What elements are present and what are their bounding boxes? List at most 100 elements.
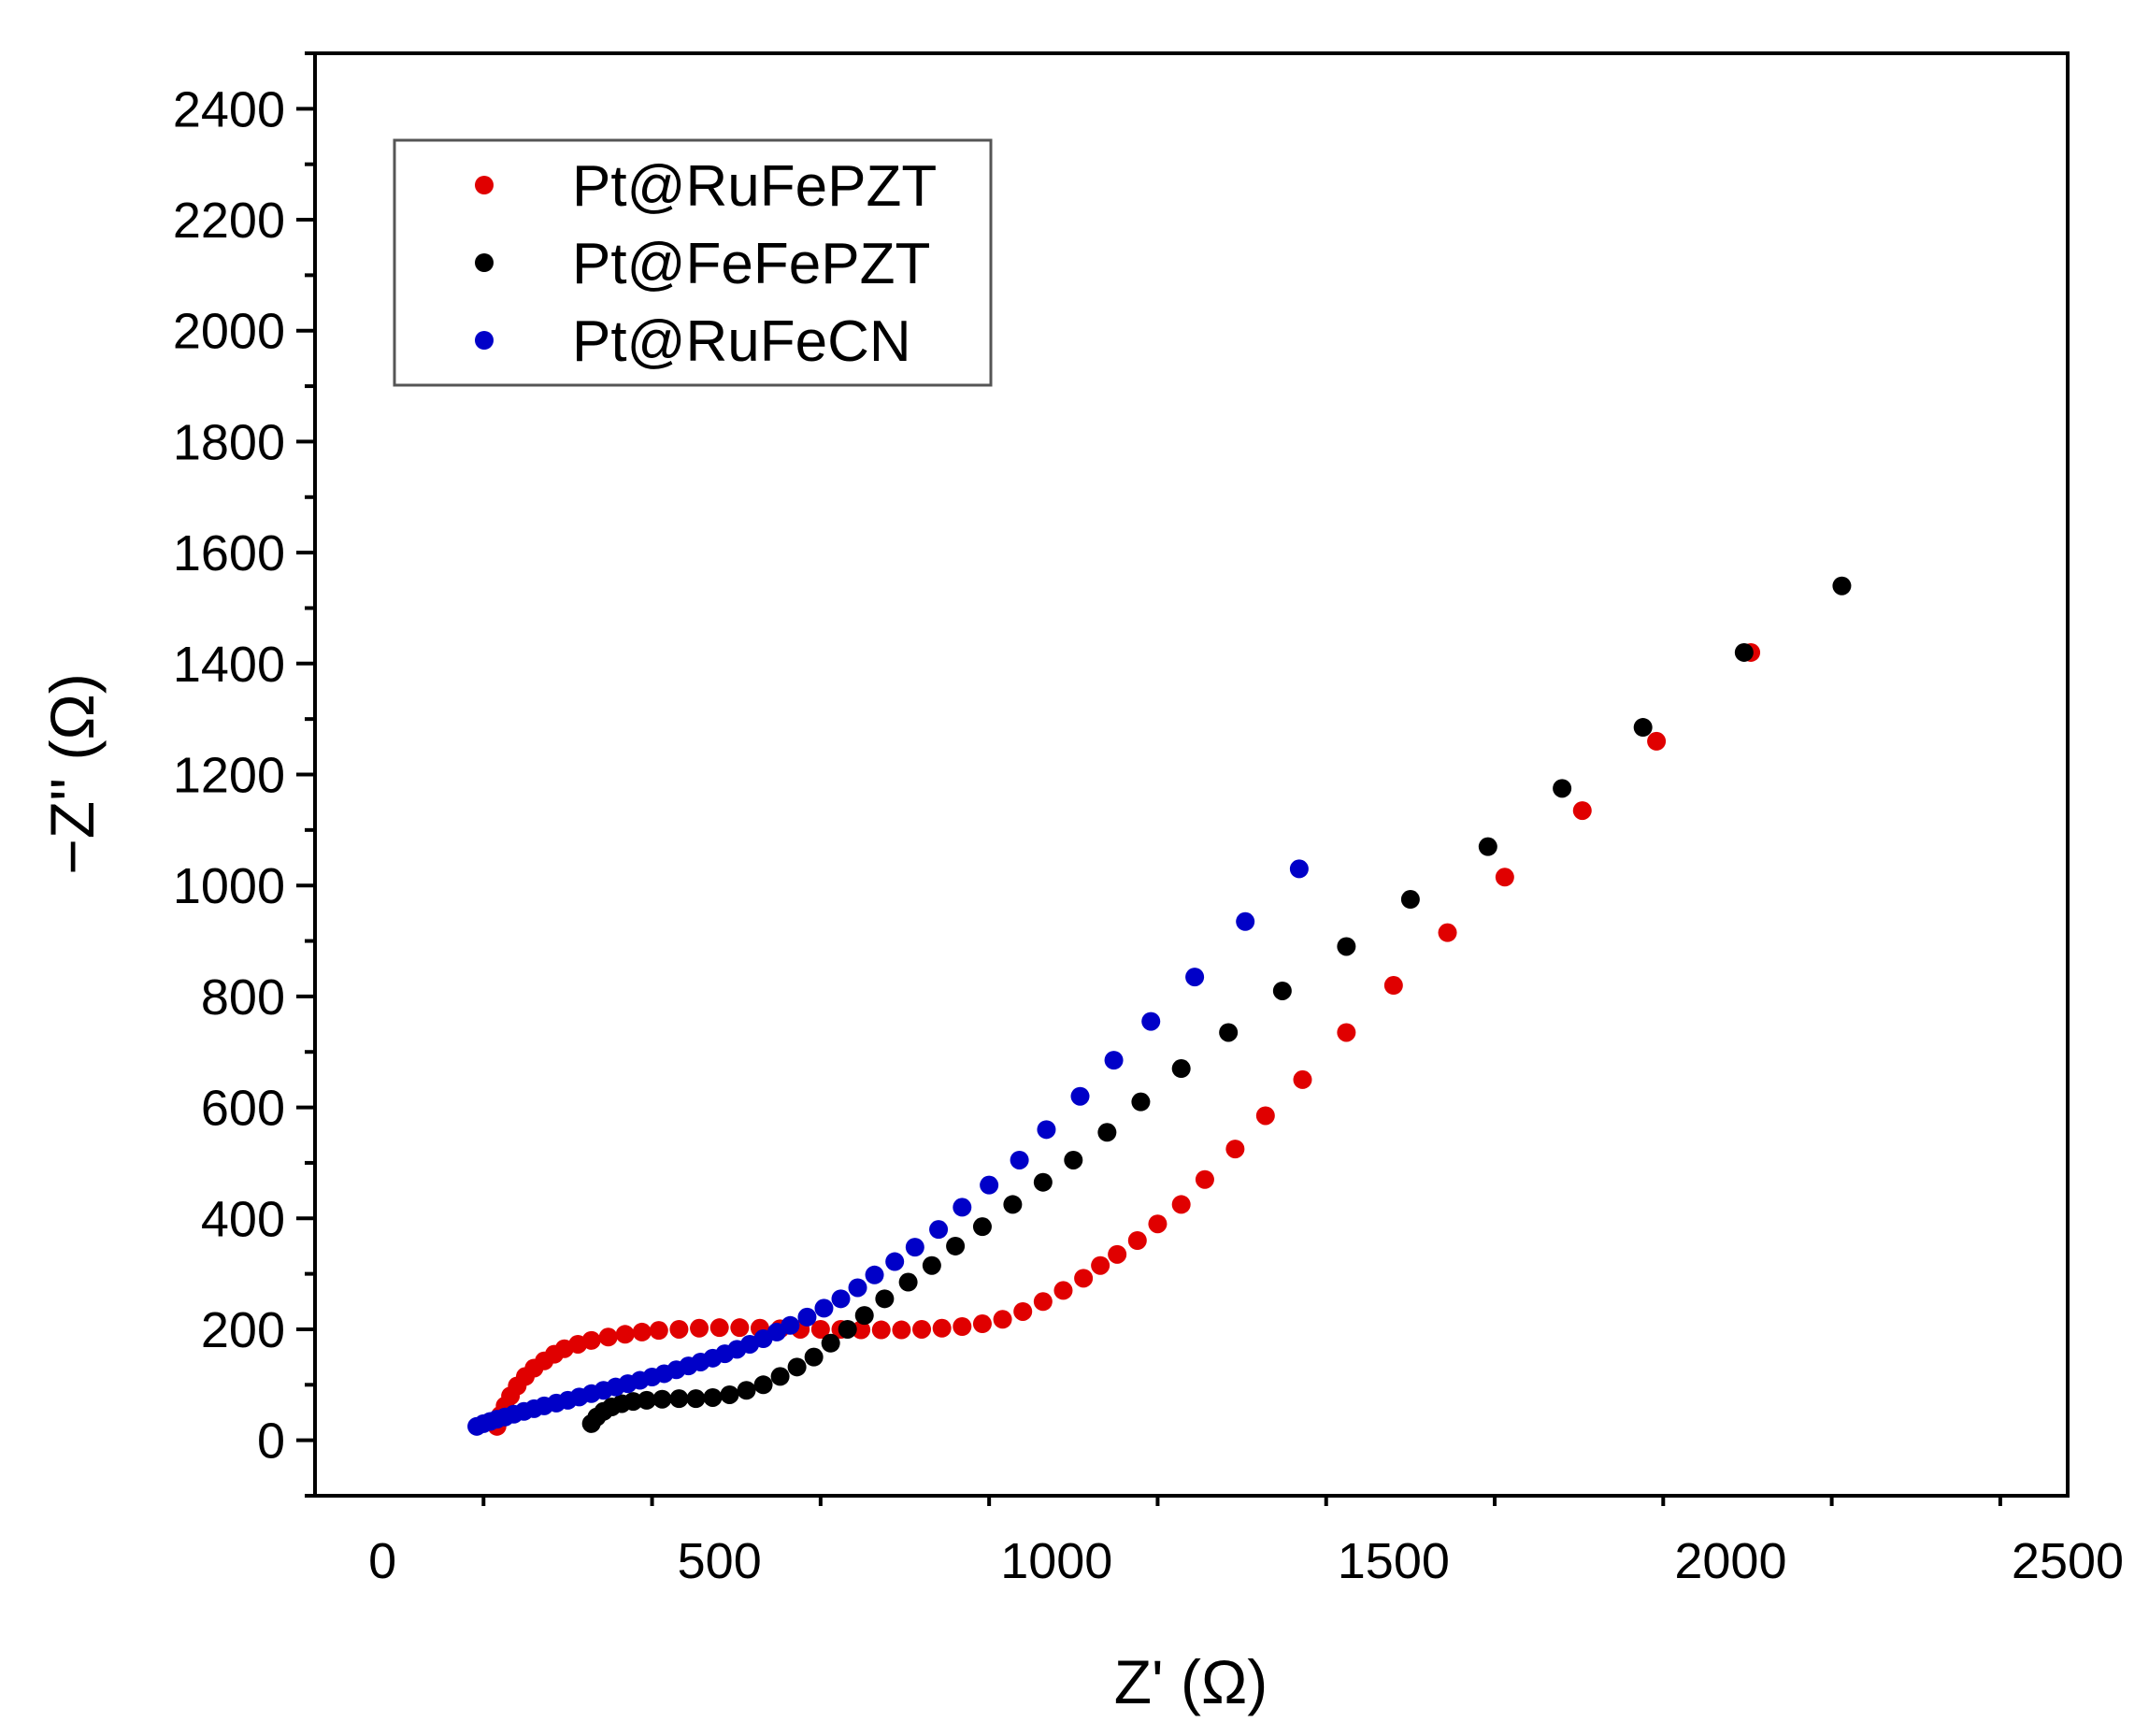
data-point-series-3 — [831, 1289, 851, 1309]
data-point-series-2 — [703, 1387, 723, 1407]
data-point-series-2 — [1832, 576, 1852, 595]
data-point-series-3 — [905, 1238, 924, 1257]
data-point-series-1 — [1337, 1023, 1356, 1042]
data-point-series-2 — [1171, 1059, 1191, 1079]
legend-marker-series-2 — [475, 253, 494, 272]
data-point-series-1 — [632, 1322, 652, 1341]
data-point-series-1 — [649, 1321, 668, 1341]
data-point-series-1 — [1293, 1069, 1312, 1089]
legend-marker-series-1 — [475, 176, 494, 194]
data-point-series-2 — [1131, 1092, 1151, 1112]
data-point-series-1 — [1647, 731, 1667, 751]
data-point-series-1 — [892, 1320, 911, 1340]
data-point-series-1 — [932, 1318, 952, 1338]
data-point-series-2 — [1219, 1023, 1239, 1042]
data-point-series-1 — [690, 1318, 709, 1338]
data-point-series-3 — [1104, 1051, 1124, 1070]
x-axis-title: Z' (Ω) — [1114, 1647, 1268, 1716]
y-tick-label: 2400 — [173, 81, 285, 137]
data-point-series-2 — [1064, 1150, 1083, 1169]
y-tick-label: 600 — [201, 1081, 285, 1137]
x-tick-label: 2000 — [1674, 1533, 1786, 1589]
data-point-series-1 — [953, 1316, 972, 1336]
data-point-series-2 — [720, 1384, 739, 1404]
data-point-series-1 — [581, 1330, 601, 1350]
data-point-series-3 — [1289, 859, 1309, 879]
y-tick-label: 2200 — [173, 193, 285, 249]
y-tick-label: 1600 — [173, 525, 285, 581]
x-tick-label: 500 — [678, 1533, 762, 1589]
x-axis-ticks: 0 500 1000 1500 2000 2500 — [368, 1496, 2124, 1589]
data-point-series-2 — [1553, 779, 1572, 798]
data-point-series-2 — [1033, 1172, 1053, 1192]
data-point-series-1 — [1127, 1231, 1147, 1251]
data-points — [467, 576, 1852, 1436]
data-point-series-1 — [1383, 976, 1403, 996]
data-point-series-1 — [598, 1327, 618, 1347]
data-point-series-1 — [615, 1325, 635, 1344]
y-axis-title: −Z'' (Ω) — [37, 673, 107, 875]
data-point-series-3 — [865, 1265, 884, 1284]
data-point-series-2 — [1633, 718, 1653, 738]
data-point-series-1 — [1572, 801, 1592, 821]
data-point-series-2 — [1400, 890, 1420, 910]
y-tick-label: 1800 — [173, 414, 285, 470]
data-point-series-2 — [1097, 1123, 1117, 1142]
data-point-series-2 — [787, 1357, 807, 1377]
y-tick-label: 400 — [201, 1191, 285, 1247]
data-point-series-1 — [1033, 1292, 1053, 1312]
data-point-series-1 — [993, 1310, 1012, 1329]
data-point-series-1 — [730, 1318, 750, 1338]
data-point-series-3 — [1010, 1150, 1029, 1169]
data-point-series-2 — [637, 1390, 656, 1410]
data-point-series-3 — [1185, 968, 1205, 987]
data-point-series-3 — [781, 1315, 800, 1335]
data-point-series-2 — [854, 1306, 874, 1326]
data-point-series-2 — [1272, 981, 1292, 1000]
x-tick-label: 2500 — [2012, 1533, 2124, 1589]
data-point-series-2 — [652, 1389, 672, 1409]
data-point-series-3 — [1037, 1120, 1056, 1140]
data-point-series-2 — [972, 1217, 992, 1237]
data-point-series-3 — [1141, 1011, 1161, 1031]
y-tick-label: 1000 — [173, 858, 285, 914]
data-point-series-1 — [852, 1320, 871, 1340]
data-point-series-2 — [686, 1389, 706, 1409]
data-point-series-1 — [1255, 1106, 1275, 1126]
data-point-series-1 — [1195, 1169, 1214, 1189]
data-point-series-1 — [912, 1319, 932, 1339]
data-point-series-1 — [810, 1319, 830, 1339]
legend-label-series-3: Pt@RuFeCN — [572, 309, 911, 374]
y-tick-label: 1400 — [173, 637, 285, 693]
x-tick-label: 1000 — [1000, 1533, 1112, 1589]
data-point-series-2 — [737, 1381, 756, 1400]
data-point-series-3 — [1236, 911, 1255, 931]
data-point-series-1 — [1108, 1244, 1127, 1264]
data-point-series-2 — [1337, 937, 1356, 956]
y-tick-label: 1200 — [173, 748, 285, 804]
data-point-series-2 — [821, 1333, 840, 1353]
data-point-series-2 — [770, 1367, 790, 1386]
data-point-series-1 — [1074, 1269, 1094, 1288]
data-point-series-2 — [669, 1389, 689, 1409]
legend: Pt@RuFePZT Pt@FeFePZT Pt@RuFeCN — [393, 138, 993, 387]
y-tick-label: 200 — [201, 1302, 285, 1358]
data-point-series-2 — [922, 1255, 941, 1275]
data-point-series-2 — [838, 1319, 857, 1339]
data-point-series-1 — [1438, 923, 1457, 942]
data-point-series-3 — [885, 1252, 905, 1271]
data-point-series-3 — [814, 1298, 834, 1318]
data-point-series-2 — [623, 1392, 643, 1412]
data-point-series-1 — [1225, 1140, 1245, 1159]
data-point-series-1 — [1091, 1255, 1110, 1275]
y-axis-ticks: 0 200 400 600 800 1000 1200 1400 1600 1800 2000 220… — [173, 51, 315, 1498]
legend-label-series-1: Pt@RuFePZT — [572, 154, 937, 219]
data-point-series-3 — [848, 1278, 867, 1298]
legend-marker-series-3 — [475, 331, 494, 350]
data-point-series-2 — [804, 1347, 824, 1367]
data-point-series-2 — [1003, 1195, 1023, 1214]
y-tick-label: 0 — [257, 1413, 285, 1470]
data-point-series-1 — [1171, 1195, 1191, 1214]
x-tick-label: 0 — [368, 1533, 396, 1589]
